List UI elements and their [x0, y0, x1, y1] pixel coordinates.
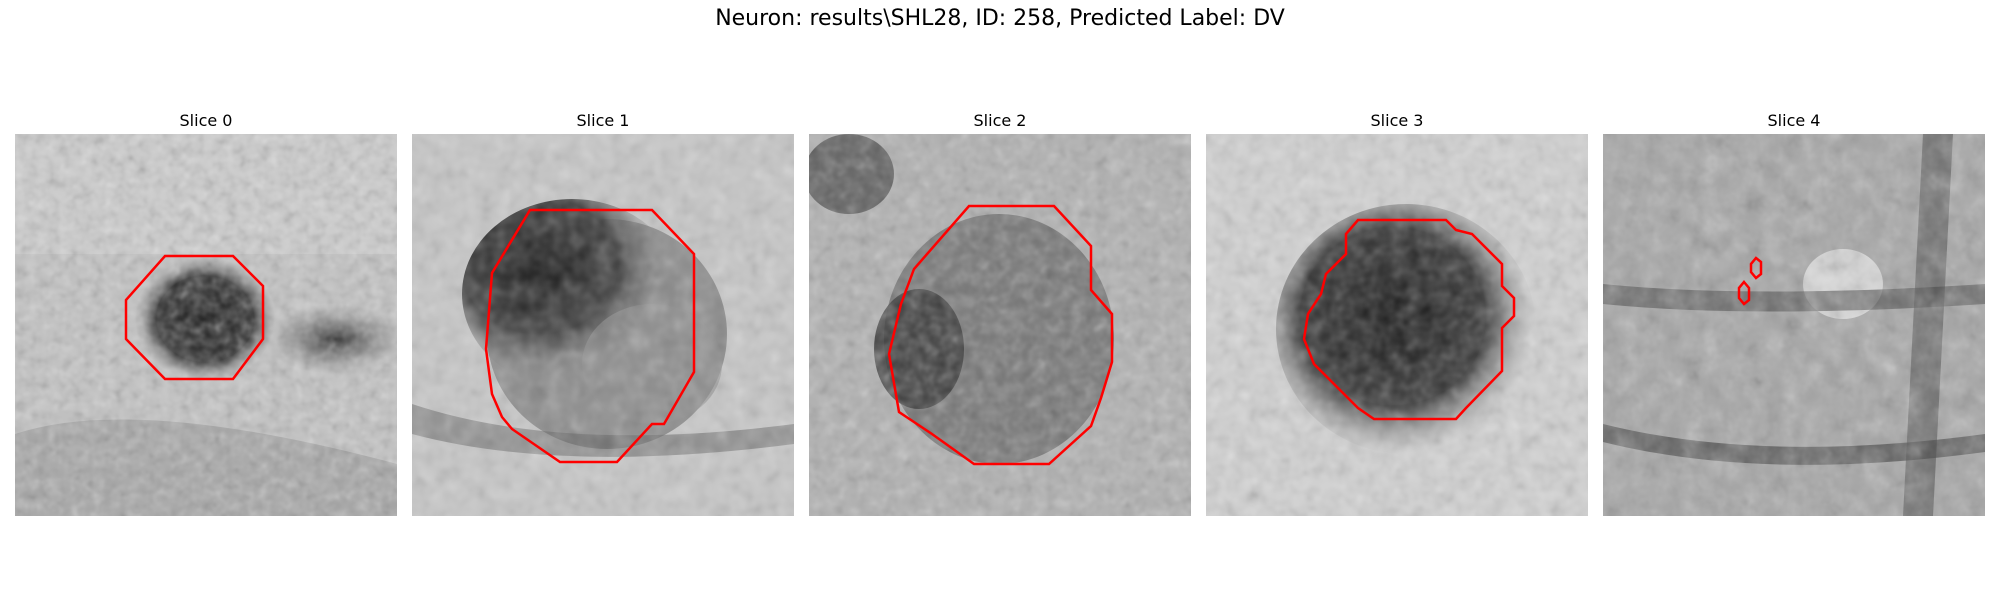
roi-contour-4a — [1749, 256, 1763, 280]
slice-image-1 — [412, 134, 794, 516]
slice-panel-1: Slice 1 — [412, 110, 794, 516]
slice-panel-3: Slice 3 — [1206, 110, 1588, 516]
slice-title-0: Slice 0 — [179, 111, 233, 130]
roi-contour-2 — [887, 204, 1114, 466]
slice-image-4 — [1603, 134, 1985, 516]
slice-image-3 — [1206, 134, 1588, 516]
roi-contour-3 — [1302, 218, 1516, 421]
slice-panel-4: Slice 4 — [1603, 110, 1985, 516]
roi-contour-1 — [484, 208, 696, 464]
slice-panel-2: Slice 2 — [809, 110, 1191, 516]
slice-image-0 — [15, 134, 397, 516]
roi-contour-4b — [1737, 280, 1751, 306]
slice-title-1: Slice 1 — [576, 111, 630, 130]
slice-panel-0: Slice 0 — [15, 110, 397, 516]
slice-title-2: Slice 2 — [973, 111, 1027, 130]
roi-contour-0 — [124, 254, 265, 381]
slice-title-4: Slice 4 — [1767, 111, 1821, 130]
slice-image-2 — [809, 134, 1191, 516]
figure-title: Neuron: results\SHL28, ID: 258, Predicte… — [715, 6, 1285, 31]
slice-title-3: Slice 3 — [1370, 111, 1424, 130]
